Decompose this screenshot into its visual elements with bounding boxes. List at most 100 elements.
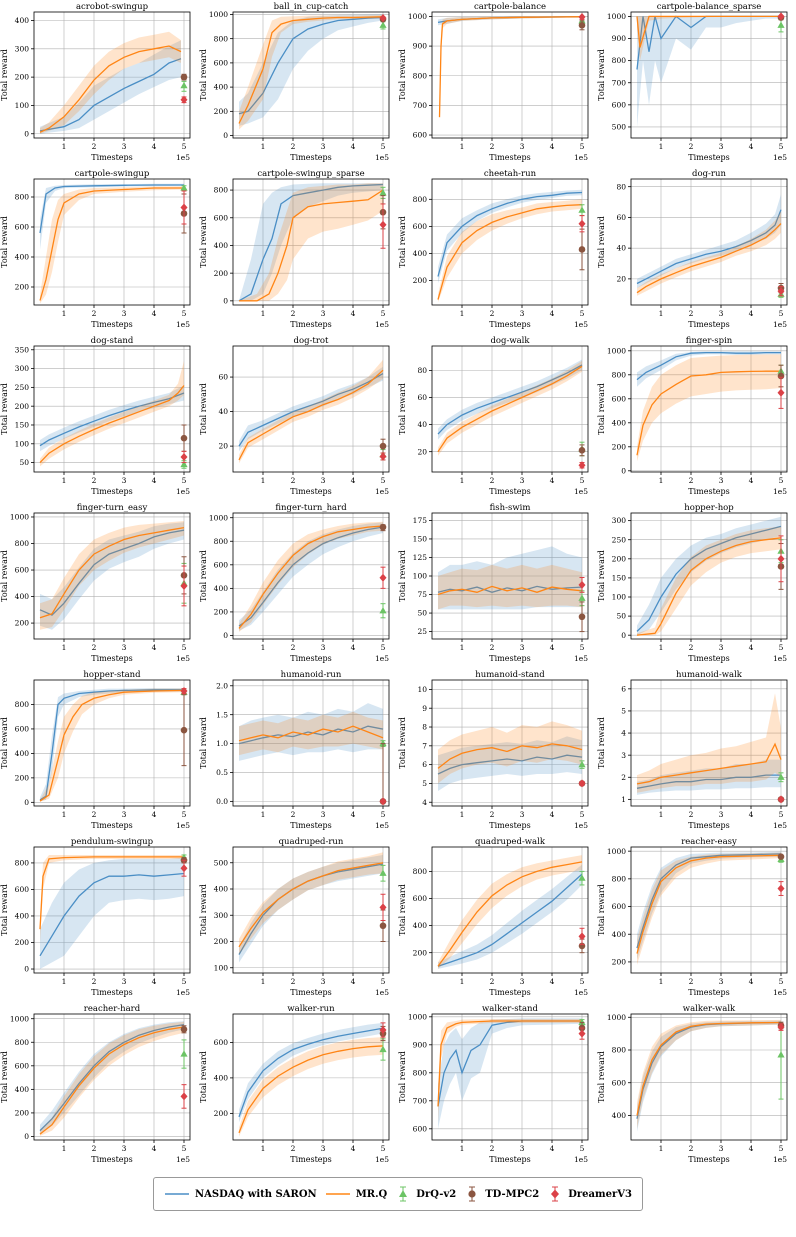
marker-dreamer: [180, 687, 188, 696]
x-tick-label: 1: [460, 810, 465, 819]
chart-panel-dog-trot: dog-trot 1 2 3 4 5 20 40 60 Timesteps 1e5 Total rew…: [199, 334, 398, 501]
plot-area: [636, 194, 782, 296]
band-mrq: [239, 15, 383, 130]
y-tick-label: 600: [214, 560, 229, 569]
x-tick-label: 1: [460, 643, 465, 652]
chart-title: acrobot-swingup: [76, 2, 149, 12]
x-axis-label: Timesteps: [489, 320, 531, 329]
x-tick-label: 4: [749, 476, 754, 485]
series-line-saron: [39, 529, 185, 616]
chart-panel-cartpole-swingup: cartpole-swingup 1 2 3 4 5 200 400 600 800 Timeste…: [0, 167, 199, 334]
chart-svg: cartpole-swingup 1 2 3 4 5 200 400 600 800 Timeste…: [0, 169, 191, 329]
y-tick-label: 60: [417, 393, 427, 402]
x-axis-label: Timesteps: [688, 654, 730, 663]
y-tick-label: 1000: [607, 1013, 626, 1022]
band-saron: [438, 864, 582, 969]
plot-area: [437, 189, 583, 303]
band-saron: [239, 366, 383, 452]
x-axis-label: Timesteps: [290, 320, 332, 329]
chart-svg: humanoid-run 1 2 3 4 5 0.0 0.5 1.0 1.5 2.0 Timestep…: [199, 670, 390, 830]
y-axis-label: Total reward: [597, 884, 606, 936]
y-tick-label: 500: [612, 123, 627, 132]
x-axis-label: Timesteps: [290, 487, 332, 496]
y-tick-label: 800: [413, 195, 428, 204]
x-tick-label: 2: [490, 142, 495, 151]
series-line-saron: [636, 525, 782, 632]
y-tick-label: 400: [413, 921, 428, 930]
series-line-saron: [39, 689, 184, 801]
x-tick-label: 3: [122, 810, 127, 819]
chart-title: humanoid-run: [281, 670, 342, 680]
marker-dreamer: [180, 864, 188, 873]
x-axis-label: Timesteps: [688, 153, 730, 162]
legend-label: NASDAQ with SARON: [195, 1188, 317, 1200]
series-line-mrq: [437, 365, 583, 453]
band-mrq: [239, 183, 383, 301]
y-tick-label: 600: [612, 902, 627, 911]
series-line-mrq: [39, 385, 185, 464]
marker-dreamer: [578, 1029, 586, 1038]
y-tick-label: 40: [417, 420, 427, 429]
x-tick-label: 4: [550, 309, 555, 318]
band-mrq: [239, 359, 383, 464]
plot-area: [238, 852, 384, 963]
series-line-mrq: [238, 725, 384, 742]
band-mrq: [438, 360, 582, 456]
legend-label: DreamerV3: [568, 1188, 632, 1200]
y-tick-label: 200: [413, 948, 428, 957]
x-tick-label: 3: [321, 476, 326, 485]
axes-frame: [630, 178, 788, 306]
chart-svg: finger-turn_hard 1 2 3 4 5 0 200 400 600 800 1000 Ti…: [199, 503, 390, 663]
y-tick-label: 700: [413, 101, 428, 110]
series-line-mrq: [437, 743, 583, 769]
x-tick-label: 1: [460, 309, 465, 318]
x-axis-label: Timesteps: [688, 320, 730, 329]
chart-panel-humanoid-walk: humanoid-walk 1 2 3 4 5 1 2 3 4 5 6 Timesteps 1e5 Tota…: [597, 668, 796, 835]
x-axis-scale: 1e5: [176, 320, 190, 329]
x-tick-label: 2: [490, 1144, 495, 1153]
series-line-saron: [39, 184, 184, 234]
x-axis-label: Timesteps: [91, 654, 133, 663]
y-tick-label: 0: [223, 296, 228, 305]
y-tick-label: 800: [612, 370, 627, 379]
x-tick-label: 4: [550, 977, 555, 986]
x-axis-label: Timesteps: [489, 654, 531, 663]
x-axis-label: Timesteps: [489, 1155, 531, 1164]
x-tick-label: 3: [719, 142, 724, 151]
x-axis-label: Timesteps: [688, 487, 730, 496]
plot-area: [238, 521, 384, 632]
series-line-saron: [238, 16, 384, 115]
chart-svg: dog-run 1 2 3 4 5 20 40 60 80 Timesteps 1e5 Total re…: [597, 169, 788, 329]
y-tick-label: 2: [621, 773, 626, 782]
band-saron: [637, 759, 781, 795]
x-tick-label: 5: [182, 643, 187, 652]
x-tick-label: 4: [749, 810, 754, 819]
marker-tdmpc2: [379, 922, 387, 930]
marker-dreamer: [180, 203, 188, 212]
x-tick-label: 2: [291, 643, 296, 652]
chart-svg: dog-walk 1 2 3 4 5 20 40 60 80 Timesteps 1e5 Total r…: [398, 336, 589, 496]
x-axis-label: Timesteps: [91, 1155, 133, 1164]
chart-title: finger-turn_easy: [77, 503, 148, 513]
x-tick-label: 5: [779, 810, 784, 819]
y-tick-label: 200: [15, 938, 30, 947]
x-axis-scale: 1e5: [574, 821, 588, 830]
chart-panel-finger-turn_hard: finger-turn_hard 1 2 3 4 5 0 200 400 600 800 1000 Ti…: [199, 501, 398, 668]
chart-svg: pendulum-swingup 1 2 3 4 5 0 200 400 600 800 Timest…: [0, 837, 191, 997]
y-tick-label: 0: [621, 466, 626, 475]
x-tick-label: 1: [460, 1144, 465, 1153]
y-tick-label: 600: [214, 58, 229, 67]
plot-area: [636, 15, 781, 127]
marker-dreamer: [578, 461, 586, 470]
chart-panel-walker-run: walker-run 1 2 3 4 5 200 400 600 Timesteps 1e5 Tota…: [199, 1002, 398, 1169]
series-line-saron: [238, 725, 384, 745]
y-tick-label: 20: [417, 447, 427, 456]
y-axis-label: Total reward: [597, 717, 606, 769]
x-tick-label: 2: [92, 643, 97, 652]
plot-area: [39, 183, 184, 304]
plot-area: [238, 14, 384, 130]
x-tick-label: 2: [291, 1144, 296, 1153]
marker-tdmpc2: [578, 22, 586, 29]
x-axis-label: Timesteps: [290, 153, 332, 162]
x-tick-label: 1: [62, 476, 67, 485]
